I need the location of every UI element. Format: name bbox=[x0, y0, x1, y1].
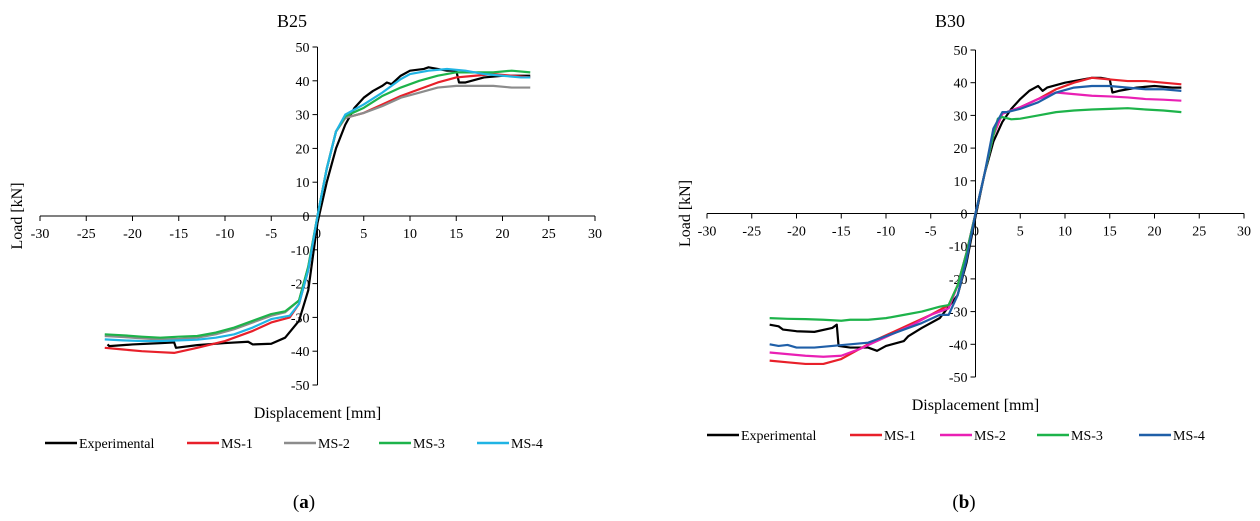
y-axis-label: Load [kN] bbox=[677, 180, 694, 247]
x-tick-label: 15 bbox=[1103, 225, 1117, 240]
x-tick-label: 30 bbox=[1237, 225, 1251, 240]
y-tick-label: -50 bbox=[949, 371, 968, 386]
y-tick-label: -10 bbox=[291, 244, 310, 259]
y-tick-label: 10 bbox=[296, 176, 310, 191]
x-tick-label: -10 bbox=[216, 227, 235, 242]
y-axis-label: Load [kN] bbox=[9, 182, 26, 249]
legend-label-ms-4: MS-4 bbox=[1173, 429, 1205, 444]
panel-label-a: (a) bbox=[293, 492, 315, 513]
y-tick-label: -30 bbox=[949, 306, 968, 321]
chart-legend: Experimental MS-1 MS-2 MS-3 MS-4 bbox=[707, 429, 1205, 444]
x-tick-label: 0 bbox=[972, 225, 979, 240]
x-tick-label: -20 bbox=[787, 225, 806, 240]
legend-label-experimental: Experimental bbox=[79, 437, 155, 452]
legend-label-experimental: Experimental bbox=[741, 429, 817, 444]
x-tick-label: -10 bbox=[877, 225, 896, 240]
y-tick-label: 0 bbox=[961, 208, 968, 223]
x-tick-label: 30 bbox=[588, 227, 602, 242]
legend-label-ms-4: MS-4 bbox=[511, 437, 543, 452]
y-tick-label: -40 bbox=[291, 345, 310, 360]
x-tick-label: -15 bbox=[832, 225, 851, 240]
legend-label-ms-3: MS-3 bbox=[413, 437, 445, 452]
x-tick-label: 5 bbox=[1017, 225, 1024, 240]
x-tick-label: -30 bbox=[31, 227, 50, 242]
y-tick-label: 30 bbox=[954, 109, 968, 124]
legend-label-ms-1: MS-1 bbox=[221, 437, 253, 452]
x-tick-label: 25 bbox=[1192, 225, 1206, 240]
y-tick-label: 30 bbox=[296, 109, 310, 124]
panel-label-b: (b) bbox=[952, 492, 975, 513]
chart-title: B25 bbox=[277, 11, 307, 31]
legend-label-ms-2: MS-2 bbox=[318, 437, 350, 452]
x-tick-label: 15 bbox=[449, 227, 463, 242]
x-tick-label: 25 bbox=[542, 227, 556, 242]
x-tick-label: 10 bbox=[1058, 225, 1072, 240]
series-line-ms-4 bbox=[104, 67, 531, 343]
legend-label-ms-3: MS-3 bbox=[1071, 429, 1103, 444]
x-tick-label: -20 bbox=[123, 227, 142, 242]
x-tick-label: -5 bbox=[925, 225, 937, 240]
x-axis-label: Displacement [mm] bbox=[254, 405, 382, 422]
x-tick-label: 5 bbox=[360, 227, 367, 242]
y-tick-label: 20 bbox=[954, 142, 968, 157]
x-tick-label: 20 bbox=[496, 227, 510, 242]
x-axis-label: Displacement [mm] bbox=[912, 397, 1040, 414]
x-tick-label: -30 bbox=[698, 225, 717, 240]
legend-label-ms-2: MS-2 bbox=[974, 429, 1006, 444]
y-tick-label: -10 bbox=[949, 240, 968, 255]
y-tick-label: 50 bbox=[954, 44, 968, 59]
x-tick-label: 20 bbox=[1148, 225, 1162, 240]
chart-b25: B25-30 -25 -20 -15 -10 -5 0 5 10 15 20 25 30-50-40-3… bbox=[9, 11, 602, 452]
x-tick-label: 10 bbox=[403, 227, 417, 242]
y-tick-label: 50 bbox=[296, 41, 310, 56]
y-tick-label: -40 bbox=[949, 338, 968, 353]
chart-b30: B30-30 -25 -20 -15 -10 -5 0 5 10 15 20 25 30-50-40-3… bbox=[677, 11, 1251, 444]
y-tick-label: 40 bbox=[954, 77, 968, 92]
y-tick-label: -50 bbox=[291, 379, 310, 394]
y-tick-label: 40 bbox=[296, 75, 310, 90]
y-tick-label: 20 bbox=[296, 142, 310, 157]
x-tick-label: -15 bbox=[169, 227, 188, 242]
y-tick-label: 10 bbox=[954, 175, 968, 190]
chart-title: B30 bbox=[935, 11, 965, 31]
x-tick-label: -5 bbox=[265, 227, 277, 242]
x-tick-label: 0 bbox=[314, 227, 321, 242]
x-tick-label: -25 bbox=[742, 225, 761, 240]
legend-label-ms-1: MS-1 bbox=[884, 429, 916, 444]
x-tick-label: -25 bbox=[77, 227, 96, 242]
y-tick-label: 0 bbox=[303, 210, 310, 225]
series-line-ms-4 bbox=[769, 84, 1182, 349]
chart-legend: Experimental MS-1 MS-2 MS-3 MS-4 bbox=[45, 437, 543, 452]
